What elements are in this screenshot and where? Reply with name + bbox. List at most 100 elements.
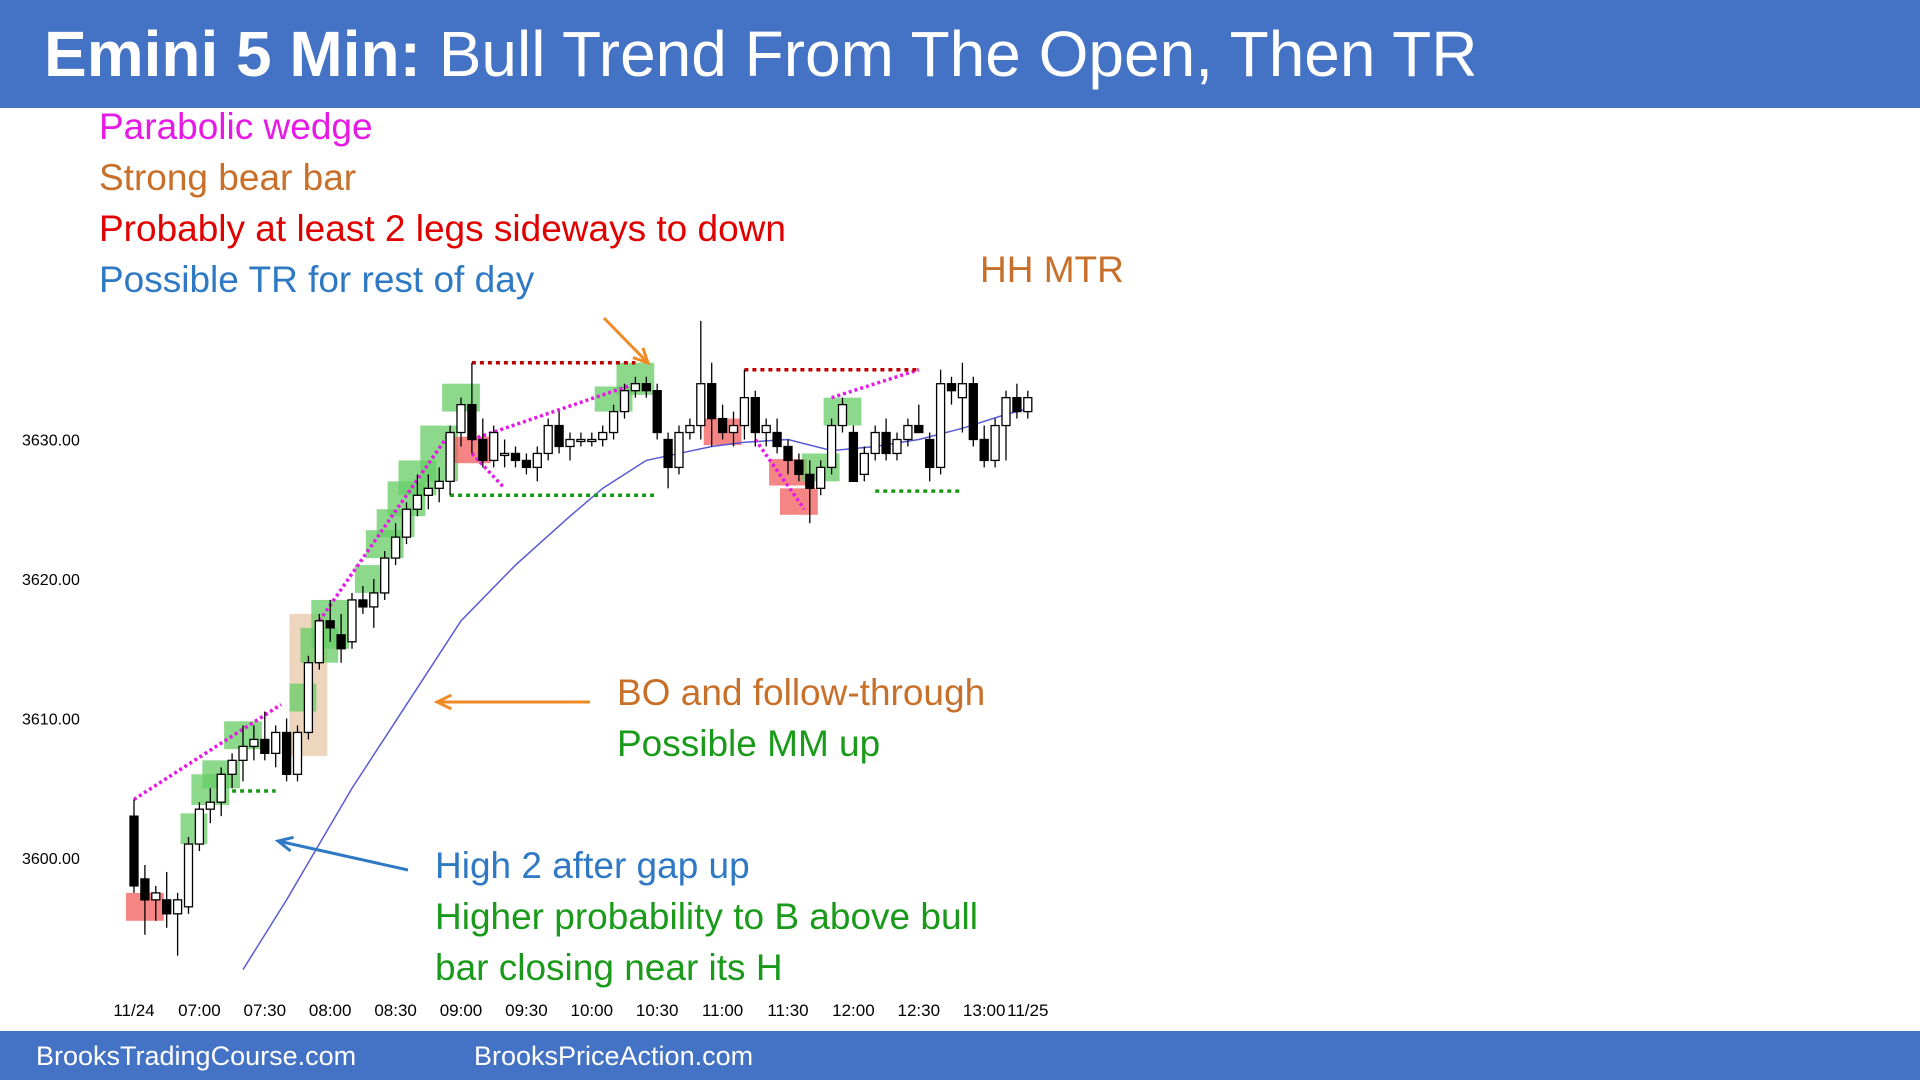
candle-body: [761, 424, 771, 434]
candle-body: [194, 808, 205, 845]
x-tick-label: 11:30: [767, 1001, 808, 1020]
candle-body: [412, 494, 423, 510]
candle-body: [543, 424, 553, 455]
x-tick-label: 09:00: [440, 1001, 483, 1020]
candle-body: [772, 431, 782, 448]
x-tick-label: 12:30: [898, 1001, 941, 1020]
note-higher-probability: Higher probability to B above bull: [435, 896, 978, 937]
x-tick-label: 11/24: [113, 1001, 154, 1020]
x-tick-label: 07:00: [178, 1001, 221, 1020]
candle-body: [390, 536, 401, 559]
page-title: Emini 5 Min: Bull Trend From The Open, T…: [44, 14, 1477, 94]
x-tick-label: 08:30: [374, 1001, 417, 1020]
candle-body: [663, 438, 673, 469]
candle-body: [619, 390, 630, 413]
trend-line: [831, 368, 920, 400]
candle-body: [707, 383, 717, 420]
candle-body: [216, 773, 226, 803]
y-tick-label: 3620.00: [22, 572, 80, 589]
arrow-strong-bear-bar: [602, 316, 650, 365]
candle-body: [205, 801, 215, 810]
candle-body: [336, 634, 346, 650]
candle-body: [401, 508, 412, 538]
arrow-high-2-head: [274, 835, 294, 853]
candle-body: [630, 383, 641, 392]
note-two-legs: Probably at least 2 legs sideways to dow…: [99, 208, 786, 249]
candle-body: [347, 599, 357, 643]
note-strong-bear-bar: Strong bear bar: [99, 157, 357, 198]
ema-line: [242, 408, 1028, 970]
note-possible-mm-up: Possible MM up: [617, 723, 881, 764]
note-bo-follow-through: BO and follow-through: [617, 672, 986, 713]
candle-body: [587, 438, 597, 443]
x-tick-label: 11/25: [1007, 1001, 1048, 1020]
footer-right[interactable]: BrooksPriceAction.com: [474, 1041, 754, 1071]
candle-body: [859, 452, 869, 476]
trend-line: [133, 703, 283, 801]
candle-body: [271, 731, 281, 755]
x-tick-label: 09:30: [505, 1001, 548, 1020]
x-tick-label: 13:00: [963, 1001, 1006, 1020]
candle-body: [292, 731, 303, 775]
candle-body: [728, 424, 739, 434]
y-tick-label: 3600.00: [22, 851, 80, 868]
candle-body: [227, 759, 237, 775]
candlestick-chart: 3600.00 3610.00 3620.00 3630.00 11/24 07:00 07…: [22, 316, 1048, 1020]
candle-body: [521, 459, 532, 469]
candle-body: [717, 417, 728, 434]
note-bar-closing: bar closing near its H: [435, 947, 783, 988]
title-bar: [0, 0, 1920, 108]
candle-body: [979, 438, 989, 462]
candle-body: [554, 424, 564, 448]
candle-body: [489, 431, 499, 462]
candle-body: [1023, 396, 1033, 413]
candle-body: [260, 738, 270, 755]
candle-body: [162, 899, 172, 915]
candle-body: [892, 438, 902, 455]
candle-body: [837, 403, 848, 427]
x-tick-label: 10:30: [636, 1001, 679, 1020]
candle-body: [380, 557, 390, 594]
arrow-bo-head: [433, 693, 453, 711]
candle-body: [499, 452, 510, 457]
candle-body: [238, 745, 248, 762]
candle-body: [608, 410, 619, 434]
note-parabolic-wedge: Parabolic wedge: [99, 106, 373, 147]
footer-left[interactable]: BrooksTradingCourse.com: [36, 1041, 357, 1071]
candle-body: [750, 396, 760, 434]
x-tick-label: 08:00: [309, 1001, 352, 1020]
x-tick-label: 07:30: [244, 1001, 287, 1020]
highlight-box: [780, 488, 818, 515]
candle-body: [870, 431, 880, 455]
arrow-strong-bear-bar-head: [632, 347, 651, 366]
x-tick-label: 10:00: [571, 1001, 614, 1020]
candle-body: [652, 390, 662, 434]
candle-body: [467, 403, 477, 441]
trend-line: [317, 431, 452, 622]
arrow-high-2: [277, 839, 409, 872]
title-bold: Emini 5 Min:: [44, 18, 421, 90]
candle-body: [848, 431, 859, 482]
candle-body: [183, 843, 194, 908]
candle-body: [990, 424, 1000, 462]
candle-body: [914, 424, 924, 434]
candle-body: [140, 878, 150, 901]
candle-body: [314, 620, 324, 664]
candle-body: [565, 438, 575, 448]
candle-body: [369, 592, 379, 608]
candle-body: [957, 383, 968, 399]
candle-body: [968, 383, 978, 441]
candle-body: [325, 620, 335, 629]
trend-line: [471, 382, 636, 442]
candle-body: [598, 431, 608, 441]
candle-body: [794, 459, 804, 476]
candle-body: [739, 396, 750, 427]
candle-body: [805, 473, 815, 489]
candle-body: [151, 892, 161, 901]
trend-line: [470, 452, 506, 490]
x-tick-label: 11:00: [702, 1001, 743, 1020]
y-tick-label: 3630.00: [22, 433, 80, 450]
x-tick-label: 12:00: [832, 1001, 875, 1020]
candle-body: [423, 487, 433, 496]
candle-body: [281, 731, 292, 775]
